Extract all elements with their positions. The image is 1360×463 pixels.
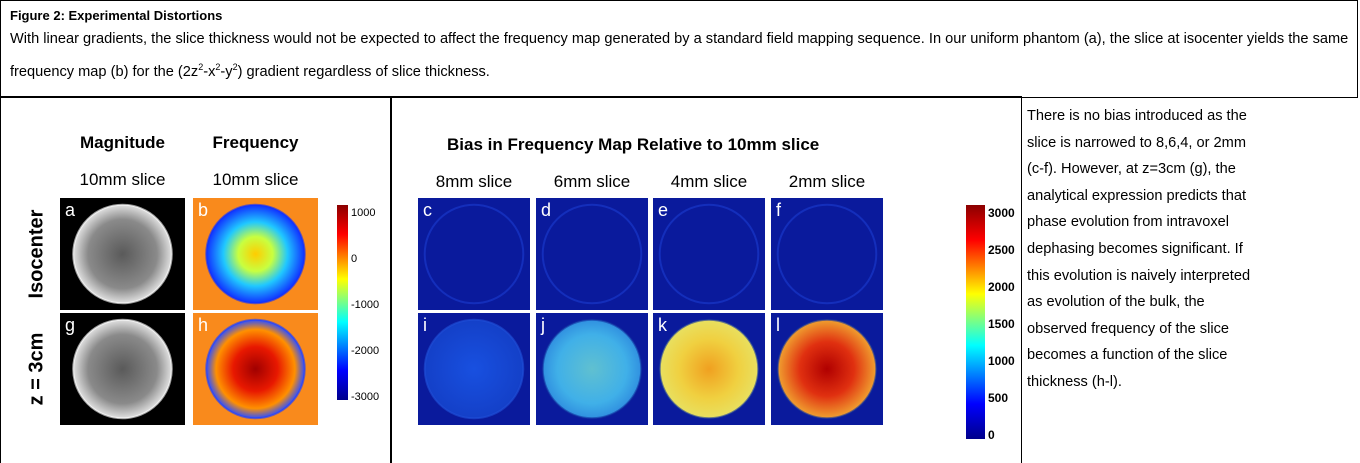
colorbar-tick-label: -3000 (351, 391, 379, 403)
image (653, 313, 765, 425)
caption-text: -y (220, 64, 232, 80)
phantom-disc (778, 205, 877, 304)
panel-letter: h (198, 315, 208, 336)
right-colorbar (966, 205, 985, 439)
image (771, 198, 883, 310)
panel-letter: d (541, 200, 551, 221)
colorbar-tick-label: 0 (988, 428, 995, 442)
panel-letter: e (658, 200, 668, 221)
image (60, 313, 185, 425)
panel-letter: g (65, 315, 75, 336)
column-subtitle: 10mm slice (213, 170, 299, 190)
column-label: 2mm slice (789, 172, 866, 192)
phantom-disc (206, 205, 305, 304)
colorbar-tick-label: 1000 (988, 354, 1015, 368)
left-colorbar (337, 205, 348, 400)
figure-caption: With linear gradients, the slice thickne… (10, 25, 1350, 86)
colorbar-tick-label: -2000 (351, 345, 379, 357)
panel-image: a (60, 198, 185, 310)
right-panel-title: Bias in Frequency Map Relative to 10mm s… (447, 135, 819, 155)
panel-image: f (771, 198, 883, 310)
panel-letter: j (541, 315, 545, 336)
phantom-disc (660, 320, 759, 419)
column-subtitle: 10mm slice (80, 170, 166, 190)
image (536, 313, 648, 425)
caption-text: -x (203, 64, 215, 80)
image (193, 198, 318, 310)
figure-title: Figure 2: Experimental Distortions (10, 8, 222, 23)
colorbar-tick-label: 3000 (988, 206, 1015, 220)
panel-letter: l (776, 315, 780, 336)
figure-page: Figure 2: Experimental Distortions With … (0, 0, 1360, 463)
panel-image: g (60, 313, 185, 425)
image (418, 313, 530, 425)
image (60, 198, 185, 310)
phantom-disc (425, 320, 524, 419)
image (771, 313, 883, 425)
column-label: 6mm slice (554, 172, 631, 192)
phantom-disc (206, 320, 305, 419)
panel-image: e (653, 198, 765, 310)
phantom-disc (425, 205, 524, 304)
colorbar-tick-label: 500 (988, 391, 1008, 405)
phantom-disc (73, 205, 172, 304)
phantom-disc (543, 320, 642, 419)
panel-letter: k (658, 315, 667, 336)
image (536, 198, 648, 310)
column-title: Frequency (213, 133, 299, 153)
panel-image: l (771, 313, 883, 425)
caption-text: ) gradient regardless of slice thickness… (238, 64, 490, 80)
image (653, 198, 765, 310)
column-label: 4mm slice (671, 172, 748, 192)
image (193, 313, 318, 425)
phantom-disc (778, 320, 877, 419)
row-label: Isocenter (26, 210, 49, 299)
colorbar-tick-label: 1500 (988, 317, 1015, 331)
panel-image: j (536, 313, 648, 425)
panel-image: h (193, 313, 318, 425)
panel-letter: a (65, 200, 75, 221)
panel-letter: c (423, 200, 432, 221)
phantom-disc (73, 320, 172, 419)
panel-letter: i (423, 315, 427, 336)
phantom-disc (660, 205, 759, 304)
column-title: Magnitude (80, 133, 165, 153)
panel-image: b (193, 198, 318, 310)
panel-image: k (653, 313, 765, 425)
panel-image: d (536, 198, 648, 310)
panel-letter: f (776, 200, 781, 221)
panel-image: i (418, 313, 530, 425)
colorbar-tick-label: 2000 (988, 280, 1015, 294)
row-label: z = 3cm (26, 333, 49, 406)
panel-image: c (418, 198, 530, 310)
column-label: 8mm slice (436, 172, 513, 192)
image (418, 198, 530, 310)
colorbar-tick-label: 1000 (351, 207, 375, 219)
phantom-disc (543, 205, 642, 304)
panel-letter: b (198, 200, 208, 221)
colorbar-tick-label: 0 (351, 253, 357, 265)
colorbar-tick-label: 2500 (988, 243, 1015, 257)
side-text: There is no bias introduced as the slice… (1027, 103, 1257, 396)
colorbar-tick-label: -1000 (351, 299, 379, 311)
